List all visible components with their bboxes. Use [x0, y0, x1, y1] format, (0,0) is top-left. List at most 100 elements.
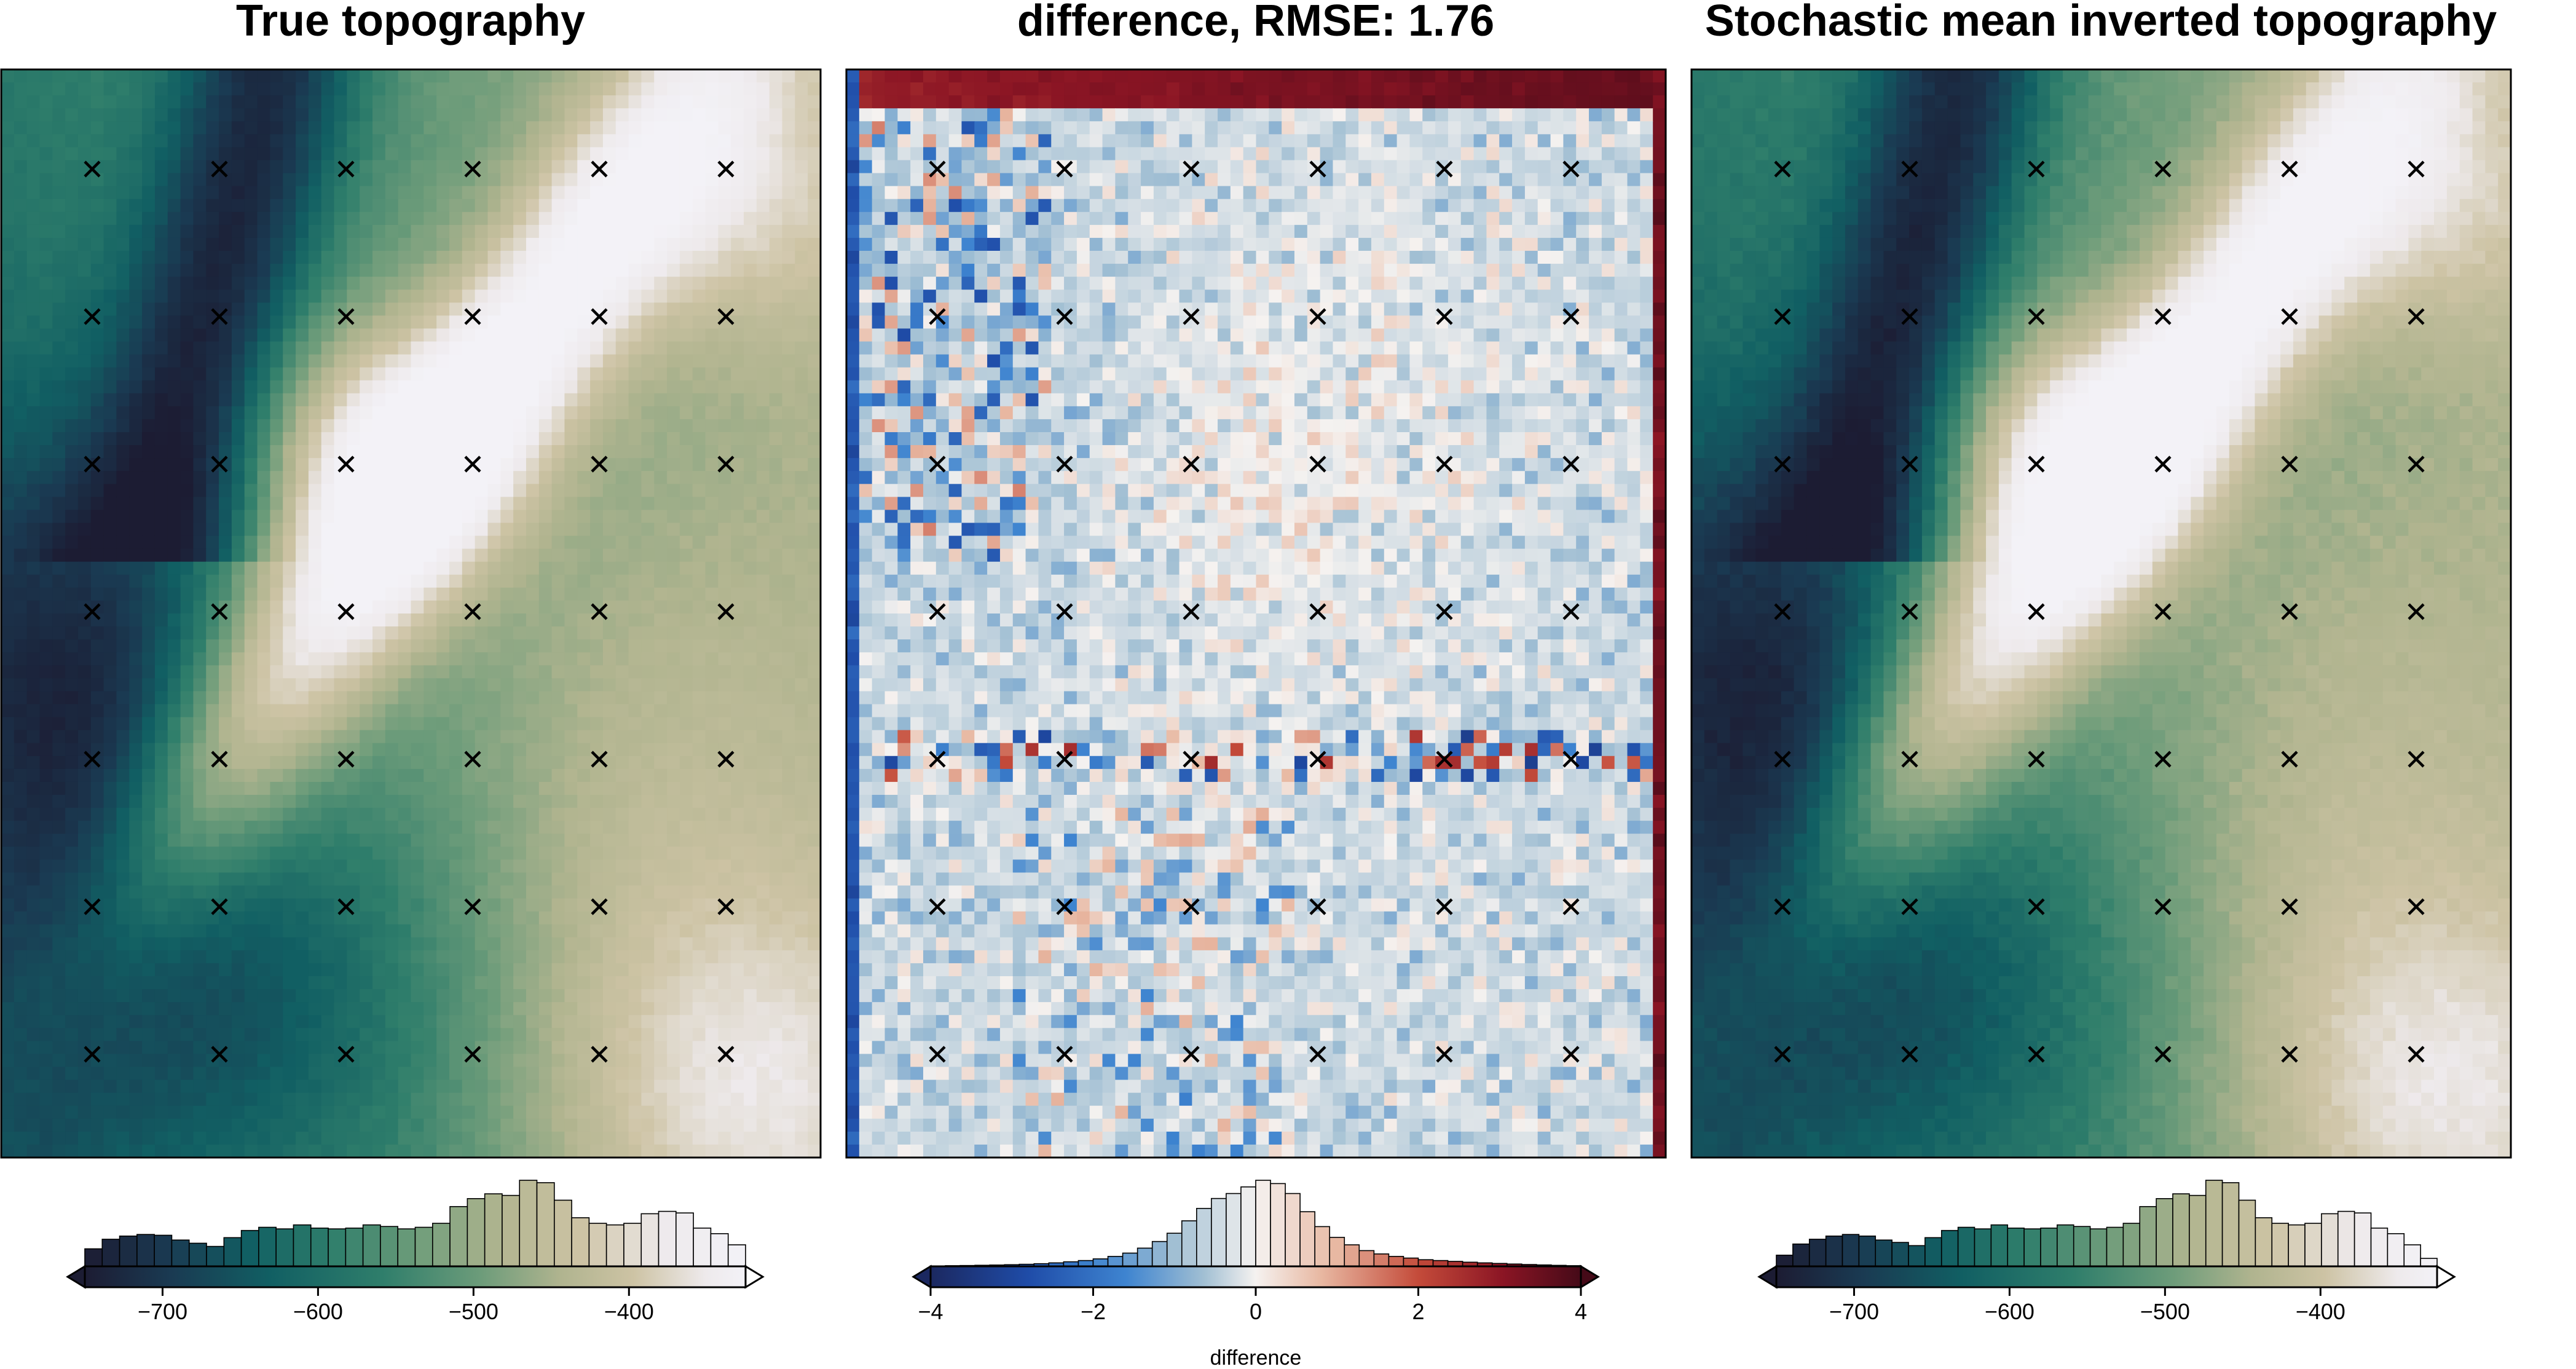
map-cell [679, 730, 693, 744]
map-cell [538, 1067, 553, 1081]
map-cell [577, 380, 591, 394]
map-cell [564, 302, 578, 317]
map-cell [731, 510, 744, 524]
map-cell [65, 652, 79, 666]
map-cell [551, 937, 565, 951]
map-cell [360, 341, 373, 355]
map-cell [731, 173, 744, 187]
map-cell [296, 665, 309, 679]
map-cell [154, 834, 168, 848]
map-cell [513, 380, 527, 394]
map-cell [116, 1028, 130, 1042]
map-cell [551, 561, 565, 575]
map-cell [808, 535, 821, 550]
map-cell [180, 237, 194, 251]
map-cell [411, 354, 425, 368]
map-cell [462, 885, 476, 899]
map-cell [142, 445, 156, 459]
map-cell [756, 639, 770, 653]
map-cell [77, 808, 92, 822]
map-cell [398, 535, 412, 550]
map-cell [628, 264, 642, 278]
map-cell [692, 211, 706, 226]
map-cell [180, 872, 194, 886]
map-cell [372, 199, 386, 213]
map-cell [615, 976, 629, 990]
map-cell [475, 523, 489, 537]
map-cell [65, 277, 79, 291]
map-cell [116, 846, 130, 861]
map-cell [180, 768, 194, 783]
map-cell [500, 730, 514, 744]
map-cell [487, 224, 502, 239]
map-cell [372, 121, 386, 135]
map-cell [756, 406, 770, 420]
map-cell [14, 963, 28, 977]
map-cell [372, 613, 386, 627]
map-cell [129, 626, 143, 641]
map-cell [628, 678, 642, 692]
map-cell [756, 730, 770, 744]
map-cell [411, 652, 425, 666]
map-cell [193, 108, 207, 122]
map-cell [90, 768, 104, 783]
map-cell [385, 808, 399, 822]
map-cell [513, 264, 527, 278]
map-cell [487, 95, 502, 109]
map-cell [423, 497, 438, 511]
map-cell [398, 406, 412, 420]
map-cell [590, 859, 604, 874]
map-cell [692, 95, 706, 109]
map-cell [231, 678, 245, 692]
map-cell [602, 406, 616, 420]
map-cell [65, 756, 79, 770]
map-cell [500, 781, 514, 795]
map-cell [692, 639, 706, 653]
map-cell [449, 600, 463, 614]
map-cell [334, 186, 348, 200]
map-cell [436, 497, 450, 511]
map-cell [705, 445, 719, 459]
map-cell [487, 393, 502, 407]
map-cell [756, 821, 770, 835]
map-cell [731, 872, 744, 886]
map-cell [487, 989, 502, 1003]
map-cell [77, 548, 92, 562]
map-cell [257, 924, 271, 938]
map-cell [347, 445, 361, 459]
map-cell [705, 691, 719, 705]
map-cell [65, 1067, 79, 1081]
map-cell [231, 989, 245, 1003]
map-cell [296, 1002, 309, 1016]
map-cell [628, 69, 642, 83]
map-cell [321, 108, 335, 122]
map-cell [103, 613, 117, 627]
map-cell [679, 535, 693, 550]
map-cell [551, 639, 565, 653]
map-cell [731, 1028, 744, 1042]
map-cell [615, 834, 629, 848]
map-cell [26, 730, 41, 744]
map-cell [296, 406, 309, 420]
map-cell [308, 924, 322, 938]
map-cell [219, 393, 232, 407]
map-cell [462, 354, 476, 368]
map-cell [77, 277, 92, 291]
map-cell [65, 1002, 79, 1016]
map-cell [154, 846, 168, 861]
map-cell [628, 406, 642, 420]
map-cell [411, 108, 425, 122]
map-cell [334, 704, 348, 718]
map-cell [321, 898, 335, 912]
map-cell [795, 898, 809, 912]
map-cell [667, 69, 680, 83]
map-cell [193, 302, 207, 317]
map-cell [360, 199, 373, 213]
map-cell [231, 290, 245, 304]
map-cell [475, 846, 489, 861]
map-cell [769, 821, 783, 835]
map-cell [551, 859, 565, 874]
map-cell [116, 574, 130, 588]
map-cell [26, 95, 41, 109]
map-cell [39, 211, 53, 226]
